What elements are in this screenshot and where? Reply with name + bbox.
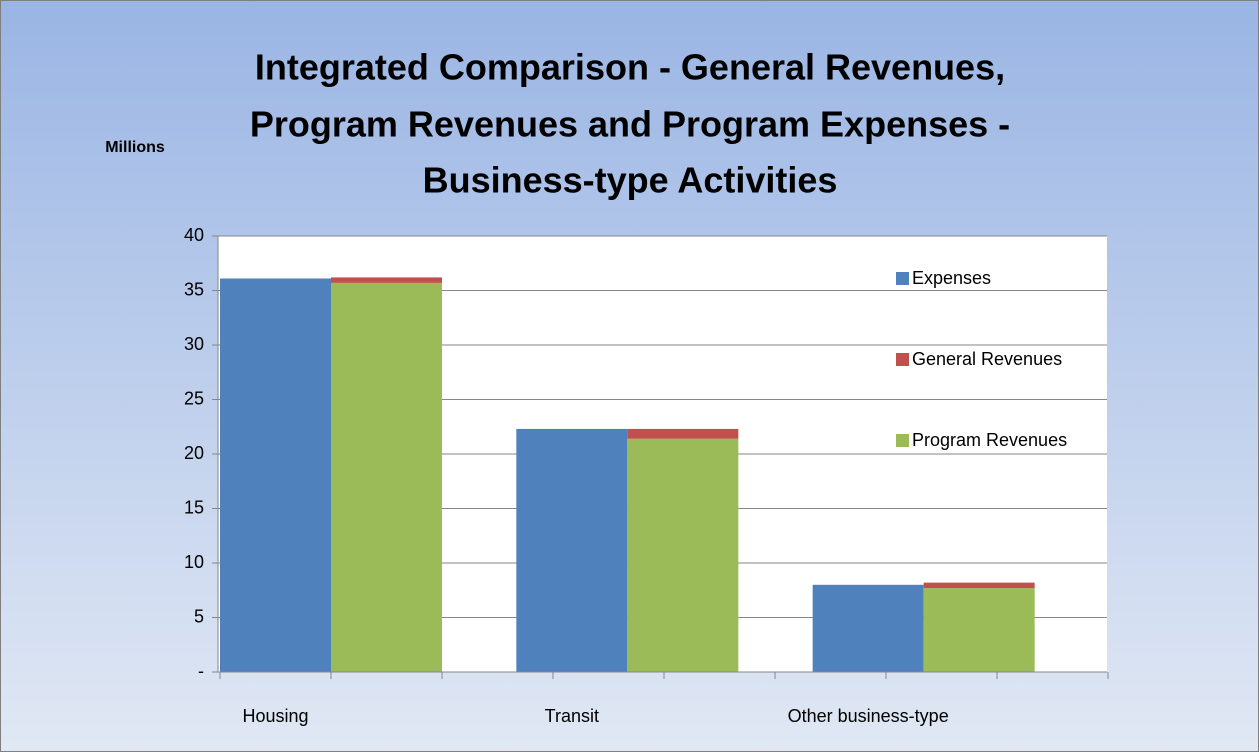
y-tick-label: 20	[184, 443, 204, 463]
bar-segment	[923, 582, 1035, 589]
y-tick-label: 40	[184, 225, 204, 245]
y-tick-label: 5	[194, 606, 204, 626]
chart-title: Integrated Comparison - General Revenues…	[255, 47, 1005, 88]
legend-label: Program Revenues	[912, 430, 1067, 450]
bar	[516, 428, 628, 672]
legend-swatch	[896, 272, 909, 285]
chart-title: Business-type Activities	[423, 160, 838, 201]
bar-segment	[331, 282, 442, 672]
bar-segment	[627, 438, 739, 672]
bar	[812, 584, 924, 672]
bar-segment	[331, 277, 442, 283]
bar-segment	[627, 428, 739, 439]
x-tick-label: Other business-type	[788, 706, 949, 726]
bar	[220, 278, 331, 672]
y-tick-label: 15	[184, 497, 204, 517]
x-tick-label: Transit	[545, 706, 599, 726]
legend-swatch	[896, 353, 909, 366]
y-tick-label: 10	[184, 552, 204, 572]
y-tick-label: 25	[184, 388, 204, 408]
x-tick-label: Housing	[242, 706, 308, 726]
chart-title: Program Revenues and Program Expenses -	[250, 104, 1010, 145]
legend-label: General Revenues	[912, 349, 1062, 369]
y-tick-label: 30	[184, 334, 204, 354]
legend-label: Expenses	[912, 268, 991, 288]
y-tick-label: -	[198, 661, 204, 681]
y-tick-label: 35	[184, 279, 204, 299]
y-axis-label: Millions	[105, 139, 165, 156]
bar-segment	[923, 588, 1035, 672]
legend-swatch	[896, 434, 909, 447]
